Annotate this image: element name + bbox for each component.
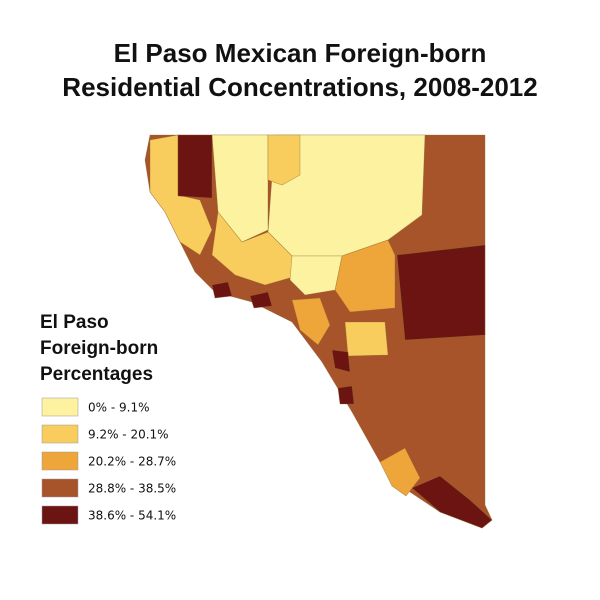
map-region <box>177 134 213 199</box>
county-map <box>144 134 493 529</box>
map-region <box>337 385 355 405</box>
legend-swatch <box>41 424 79 444</box>
map-title: El Paso Mexican Foreign-born <box>114 38 487 68</box>
legend-swatch <box>41 451 79 471</box>
legend-title: Foreign-born <box>40 338 158 359</box>
map-region <box>344 321 389 357</box>
map-title: Residential Concentrations, 2008-2012 <box>62 72 537 102</box>
legend-swatch <box>41 478 79 498</box>
map-region <box>331 349 351 373</box>
map-region <box>267 134 301 186</box>
map-region <box>411 475 493 529</box>
legend-label: 0% - 9.1% <box>88 401 149 415</box>
map-region <box>379 447 421 497</box>
map-region <box>289 255 343 296</box>
legend-title: Percentages <box>40 364 153 385</box>
legend: El Paso Foreign-born Percentages 0% - 9.… <box>40 312 176 525</box>
map-region <box>211 134 269 243</box>
legend-label: 28.8% - 38.5% <box>88 482 176 496</box>
legend-label: 38.6% - 54.1% <box>88 509 176 523</box>
map-region <box>291 297 331 346</box>
legend-label: 9.2% - 20.1% <box>88 428 169 442</box>
map-region <box>396 244 486 341</box>
legend-title: El Paso <box>40 312 109 333</box>
legend-swatch <box>41 397 79 417</box>
legend-label: 20.2% - 28.7% <box>88 455 176 469</box>
map-region <box>211 281 233 299</box>
map-region <box>249 291 273 309</box>
legend-swatch <box>41 505 79 525</box>
